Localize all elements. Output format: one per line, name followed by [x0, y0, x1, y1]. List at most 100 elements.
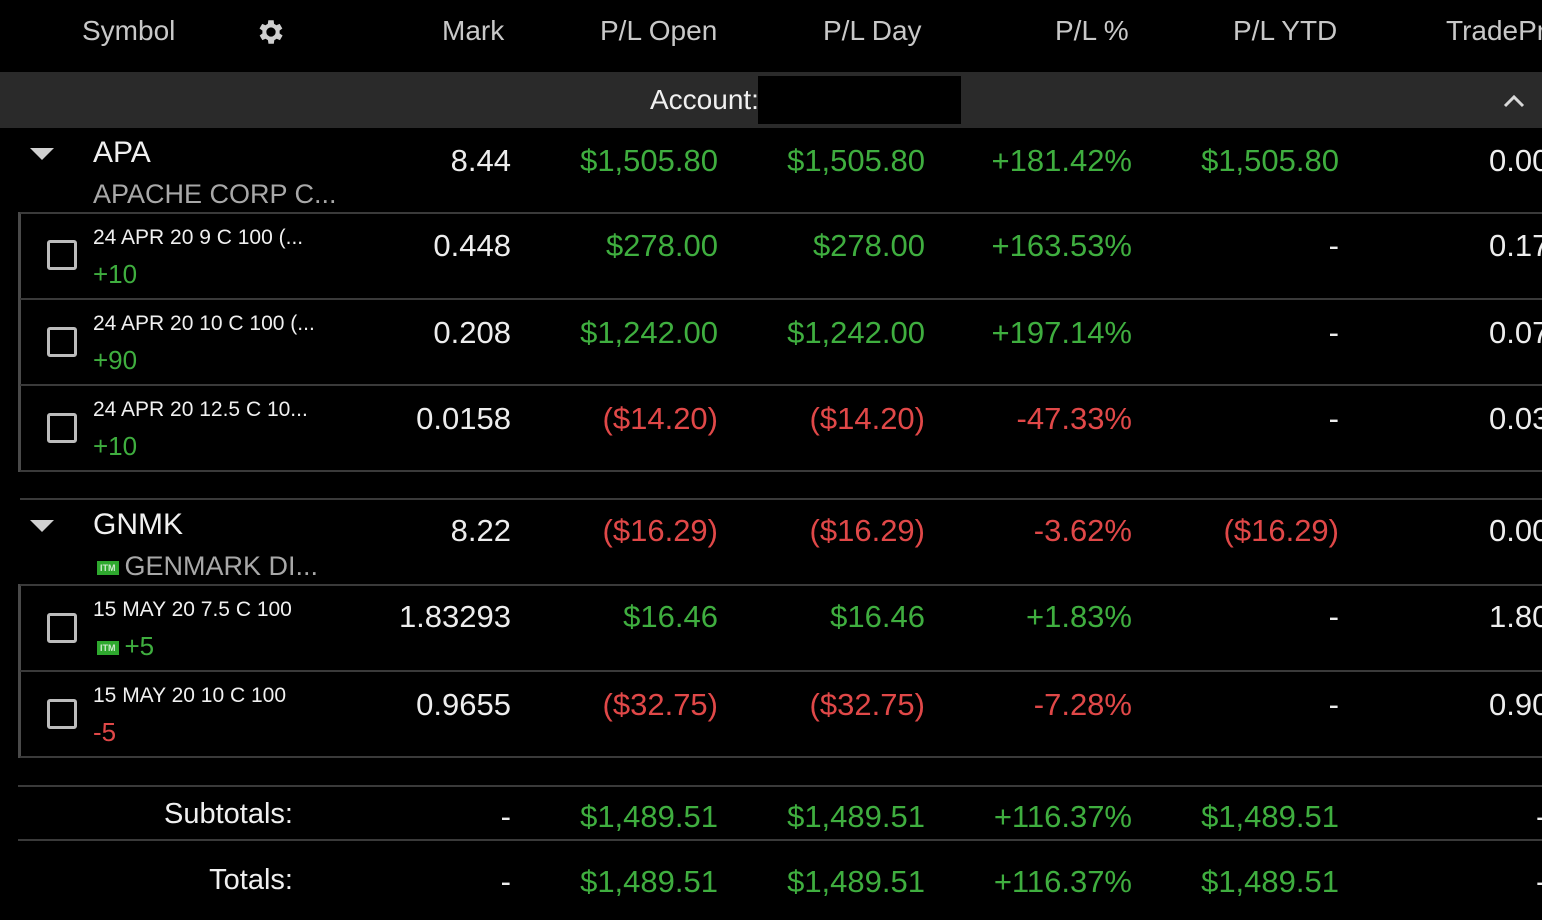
totals-pl-pct: +116.37% [993, 864, 1132, 899]
leg-pl-ytd: - [1328, 401, 1339, 436]
leg-pl-ytd: - [1328, 228, 1339, 263]
group-symbol[interactable]: GNMK [93, 508, 183, 541]
row-divider [20, 384, 1542, 386]
row-divider [20, 470, 1542, 472]
totals-pl-open: $1,489.51 [580, 864, 718, 899]
totals-divider [18, 839, 1542, 841]
row-divider [20, 212, 1542, 214]
column-header-symbol[interactable]: Symbol [82, 15, 176, 46]
group-leg-bracket [18, 584, 21, 758]
group-trade-price: 0.00 [1489, 513, 1542, 548]
leg-quantity: +90 [93, 345, 138, 375]
leg-checkbox[interactable] [47, 413, 77, 443]
collapse-triangle-icon[interactable] [30, 148, 54, 160]
leg-checkbox[interactable] [47, 240, 77, 270]
gear-icon[interactable] [255, 16, 287, 48]
group-pl-ytd: ($16.29) [1223, 513, 1339, 548]
leg-description[interactable]: 15 MAY 20 10 C 100 [93, 684, 287, 707]
group-pl-day: ($16.29) [809, 513, 925, 548]
totals-trade-price: - [1536, 864, 1542, 900]
leg-mark: 0.0158 [416, 401, 511, 436]
group-leg-bracket [18, 212, 21, 472]
row-divider [20, 670, 1542, 672]
group-pl-pct: -3.62% [1033, 513, 1132, 548]
leg-pl-day: $278.00 [812, 228, 925, 263]
leg-trade-price: 0.07 [1489, 315, 1542, 350]
leg-trade-price: 0.17 [1489, 228, 1542, 263]
leg-pl-ytd: - [1328, 687, 1339, 722]
leg-checkbox[interactable] [47, 613, 77, 643]
column-header-pl-open[interactable]: P/L Open [600, 15, 718, 46]
leg-description[interactable]: 24 APR 20 9 C 100 (... [93, 226, 304, 249]
group-pl-day: $1,505.80 [787, 143, 925, 178]
leg-mark: 0.9655 [416, 687, 511, 722]
row-divider [20, 298, 1542, 300]
leg-checkbox[interactable] [47, 699, 77, 729]
column-header-pl-day[interactable]: P/L Day [823, 15, 922, 46]
subtotals-pl-ytd: $1,489.51 [1201, 799, 1339, 834]
totals-label: Totals: [209, 864, 293, 896]
subtotal-divider [18, 785, 1542, 787]
leg-pl-ytd: - [1328, 315, 1339, 350]
row-divider [20, 584, 1542, 586]
leg-pl-open: $278.00 [605, 228, 718, 263]
leg-pl-pct: -7.28% [1033, 687, 1132, 722]
totals-pl-day: $1,489.51 [787, 864, 925, 899]
leg-description[interactable]: 24 APR 20 10 C 100 (... [93, 312, 315, 335]
itm-badge: ITM [97, 560, 119, 575]
leg-quantity: -5 [93, 717, 117, 747]
totals-pl-ytd: $1,489.51 [1201, 864, 1339, 899]
leg-trade-price: 0.03 [1489, 401, 1542, 436]
account-value[interactable] [758, 76, 961, 124]
subtotals-pl-open: $1,489.51 [580, 799, 718, 834]
leg-pl-open: $1,242.00 [580, 315, 718, 350]
leg-mark: 1.83293 [398, 599, 511, 634]
group-description: GENMARK DI... [124, 551, 319, 581]
leg-quantity: +5 [124, 631, 155, 661]
leg-checkbox[interactable] [47, 327, 77, 357]
subtotals-pl-pct: +116.37% [993, 799, 1132, 834]
row-divider [20, 756, 1542, 758]
group-divider [20, 498, 1542, 500]
group-pl-open: ($16.29) [602, 513, 718, 548]
column-header-pl-ytd[interactable]: P/L YTD [1233, 15, 1338, 46]
itm-badge: ITM [97, 641, 119, 656]
column-header-mark[interactable]: Mark [442, 15, 505, 46]
totals-mark: - [500, 864, 511, 899]
leg-pl-pct: +163.53% [991, 228, 1132, 263]
leg-mark: 0.208 [433, 315, 511, 350]
leg-quantity-row: ITM +5 [97, 631, 154, 662]
leg-pl-day: $16.46 [830, 599, 925, 634]
subtotals-label: Subtotals: [164, 798, 293, 830]
account-label: Account: [650, 84, 759, 115]
leg-pl-open: ($32.75) [602, 687, 718, 722]
leg-pl-pct: +1.83% [1025, 599, 1132, 634]
leg-description[interactable]: 15 MAY 20 7.5 C 100 [93, 598, 292, 621]
account-bar[interactable]: Account: [0, 72, 1542, 128]
group-pl-pct: +181.42% [991, 143, 1132, 178]
subtotals-mark: - [500, 799, 511, 834]
leg-pl-open: $16.46 [623, 599, 718, 634]
leg-pl-day: ($32.75) [809, 687, 925, 722]
group-pl-ytd: $1,505.80 [1201, 143, 1339, 178]
column-header-pl-pct[interactable]: P/L % [1055, 15, 1129, 46]
group-trade-price: 0.00 [1489, 143, 1542, 178]
group-description-row: ITM GENMARK DI... [97, 551, 318, 582]
leg-quantity: +10 [93, 259, 138, 289]
leg-pl-day: ($14.20) [809, 401, 925, 436]
leg-pl-pct: +197.14% [991, 315, 1132, 350]
leg-trade-price: 0.90 [1489, 687, 1542, 722]
leg-pl-ytd: - [1328, 599, 1339, 634]
chevron-up-icon[interactable] [1500, 88, 1528, 112]
leg-description[interactable]: 24 APR 20 12.5 C 10... [93, 398, 308, 421]
subtotals-pl-day: $1,489.51 [787, 799, 925, 834]
leg-quantity: +10 [93, 431, 138, 461]
leg-mark: 0.448 [433, 228, 511, 263]
collapse-triangle-icon[interactable] [30, 520, 54, 532]
group-mark: 8.44 [450, 143, 511, 178]
group-symbol[interactable]: APA [93, 136, 151, 169]
group-pl-open: $1,505.80 [580, 143, 718, 178]
column-header-trade-price[interactable]: TradePr [1446, 15, 1542, 46]
leg-pl-pct: -47.33% [1016, 401, 1132, 436]
